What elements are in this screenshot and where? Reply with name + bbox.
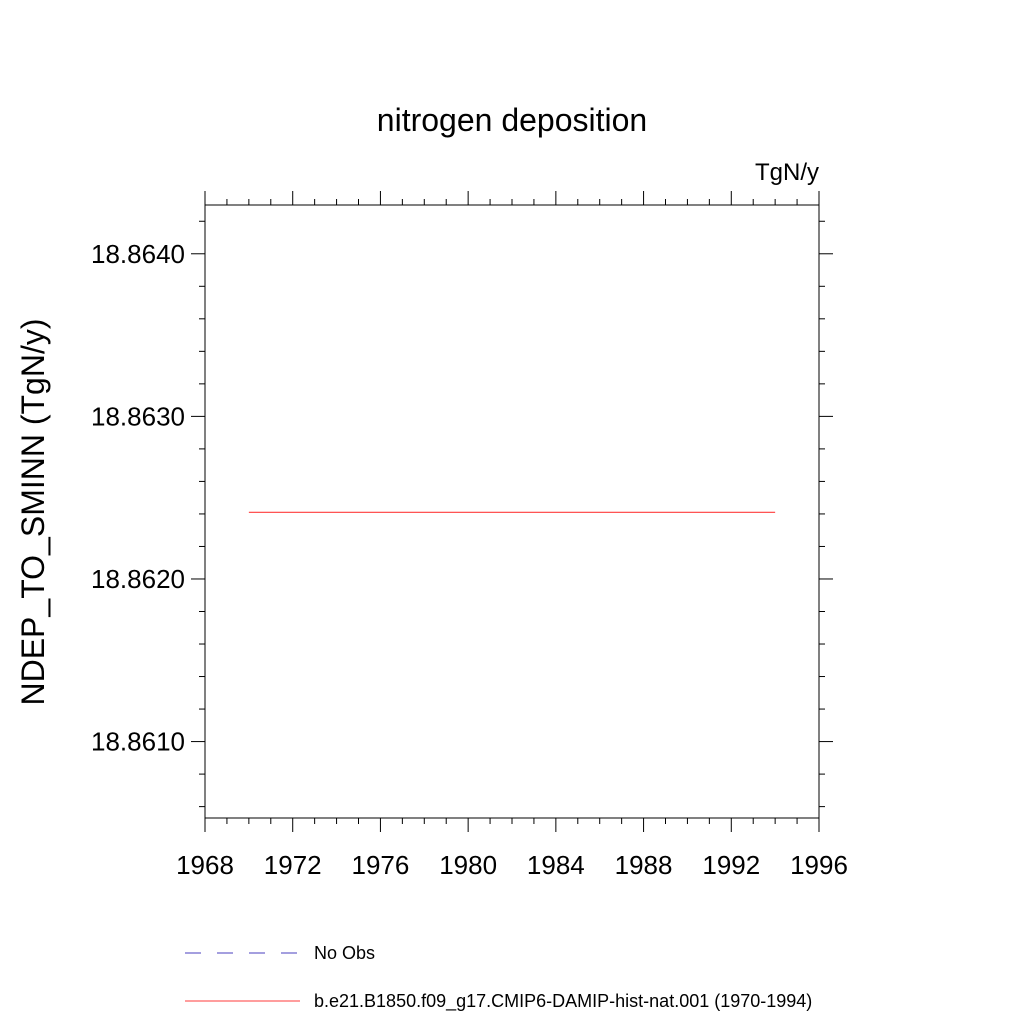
- y-tick-label: 18.8620: [91, 564, 185, 594]
- x-tick-label: 1988: [615, 850, 673, 880]
- x-tick-label: 1972: [264, 850, 322, 880]
- y-tick-label: 18.8610: [91, 727, 185, 757]
- plot-frame: [204, 204, 820, 819]
- y-axis-label: NDEP_TO_SMINN (TgN/y): [15, 318, 51, 705]
- x-tick-label: 1992: [702, 850, 760, 880]
- legend-label: b.e21.B1850.f09_g17.CMIP6-DAMIP-hist-nat…: [314, 991, 812, 1012]
- y-axis: 18.8640 18.8630 18.8620 18.8610: [91, 220, 833, 808]
- y-tick-label: 18.8630: [91, 401, 185, 431]
- x-axis: 1968 1972 1976 1980 1984 1988 1992 1996: [176, 191, 848, 880]
- units-label: TgN/y: [755, 159, 819, 186]
- chart-title: nitrogen deposition: [377, 102, 647, 138]
- x-tick-label: 1976: [352, 850, 410, 880]
- x-tick-label: 1980: [439, 850, 497, 880]
- x-tick-label: 1968: [176, 850, 234, 880]
- legend-label: No Obs: [314, 943, 375, 963]
- x-tick-label: 1996: [790, 850, 848, 880]
- x-tick-label: 1984: [527, 850, 585, 880]
- y-tick-label: 18.8640: [91, 239, 185, 269]
- legend: No Obs b.e21.B1850.f09_g17.CMIP6-DAMIP-hi…: [185, 943, 812, 1012]
